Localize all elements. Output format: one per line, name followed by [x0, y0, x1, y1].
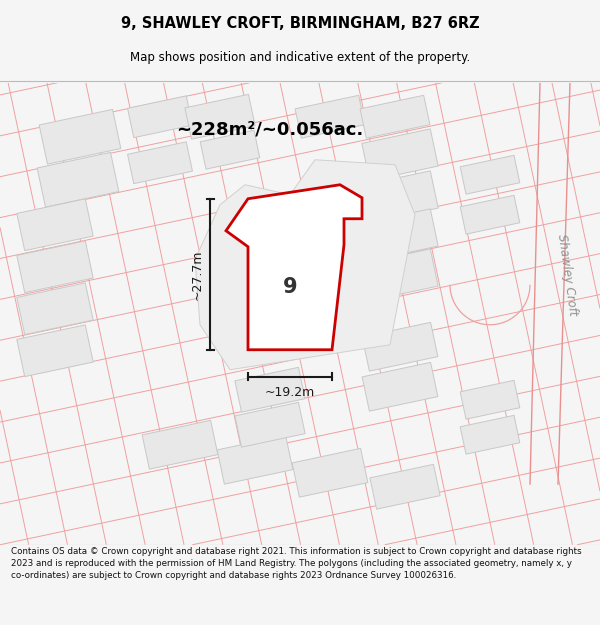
Text: ~19.2m: ~19.2m: [265, 386, 315, 399]
Polygon shape: [360, 96, 430, 138]
Text: 9, SHAWLEY CROFT, BIRMINGHAM, B27 6RZ: 9, SHAWLEY CROFT, BIRMINGHAM, B27 6RZ: [121, 16, 479, 31]
Text: 9: 9: [283, 277, 298, 297]
Polygon shape: [362, 249, 438, 301]
Polygon shape: [195, 160, 415, 370]
Polygon shape: [292, 448, 368, 497]
Polygon shape: [460, 381, 520, 419]
Polygon shape: [37, 152, 119, 207]
Text: ~27.7m: ~27.7m: [191, 249, 203, 299]
Polygon shape: [362, 171, 438, 222]
Polygon shape: [362, 362, 438, 411]
Polygon shape: [217, 436, 293, 484]
Polygon shape: [39, 109, 121, 164]
Polygon shape: [128, 96, 193, 138]
Polygon shape: [362, 209, 438, 261]
Polygon shape: [200, 131, 260, 169]
Polygon shape: [235, 402, 305, 447]
Text: Map shows position and indicative extent of the property.: Map shows position and indicative extent…: [130, 51, 470, 64]
Polygon shape: [235, 368, 305, 412]
Polygon shape: [142, 421, 218, 469]
Polygon shape: [17, 325, 93, 377]
Polygon shape: [17, 241, 93, 292]
Polygon shape: [185, 94, 255, 139]
Text: ~228m²/~0.056ac.: ~228m²/~0.056ac.: [176, 121, 364, 139]
Polygon shape: [362, 322, 438, 371]
Polygon shape: [460, 416, 520, 454]
Polygon shape: [362, 129, 438, 181]
Polygon shape: [128, 142, 193, 184]
Polygon shape: [460, 156, 520, 194]
Polygon shape: [17, 283, 93, 334]
Polygon shape: [295, 96, 365, 138]
Polygon shape: [226, 185, 362, 350]
Text: Contains OS data © Crown copyright and database right 2021. This information is : Contains OS data © Crown copyright and d…: [11, 548, 581, 580]
Text: Shawley Croft: Shawley Croft: [555, 233, 579, 316]
Polygon shape: [370, 464, 440, 509]
Polygon shape: [460, 196, 520, 234]
Polygon shape: [17, 199, 93, 251]
